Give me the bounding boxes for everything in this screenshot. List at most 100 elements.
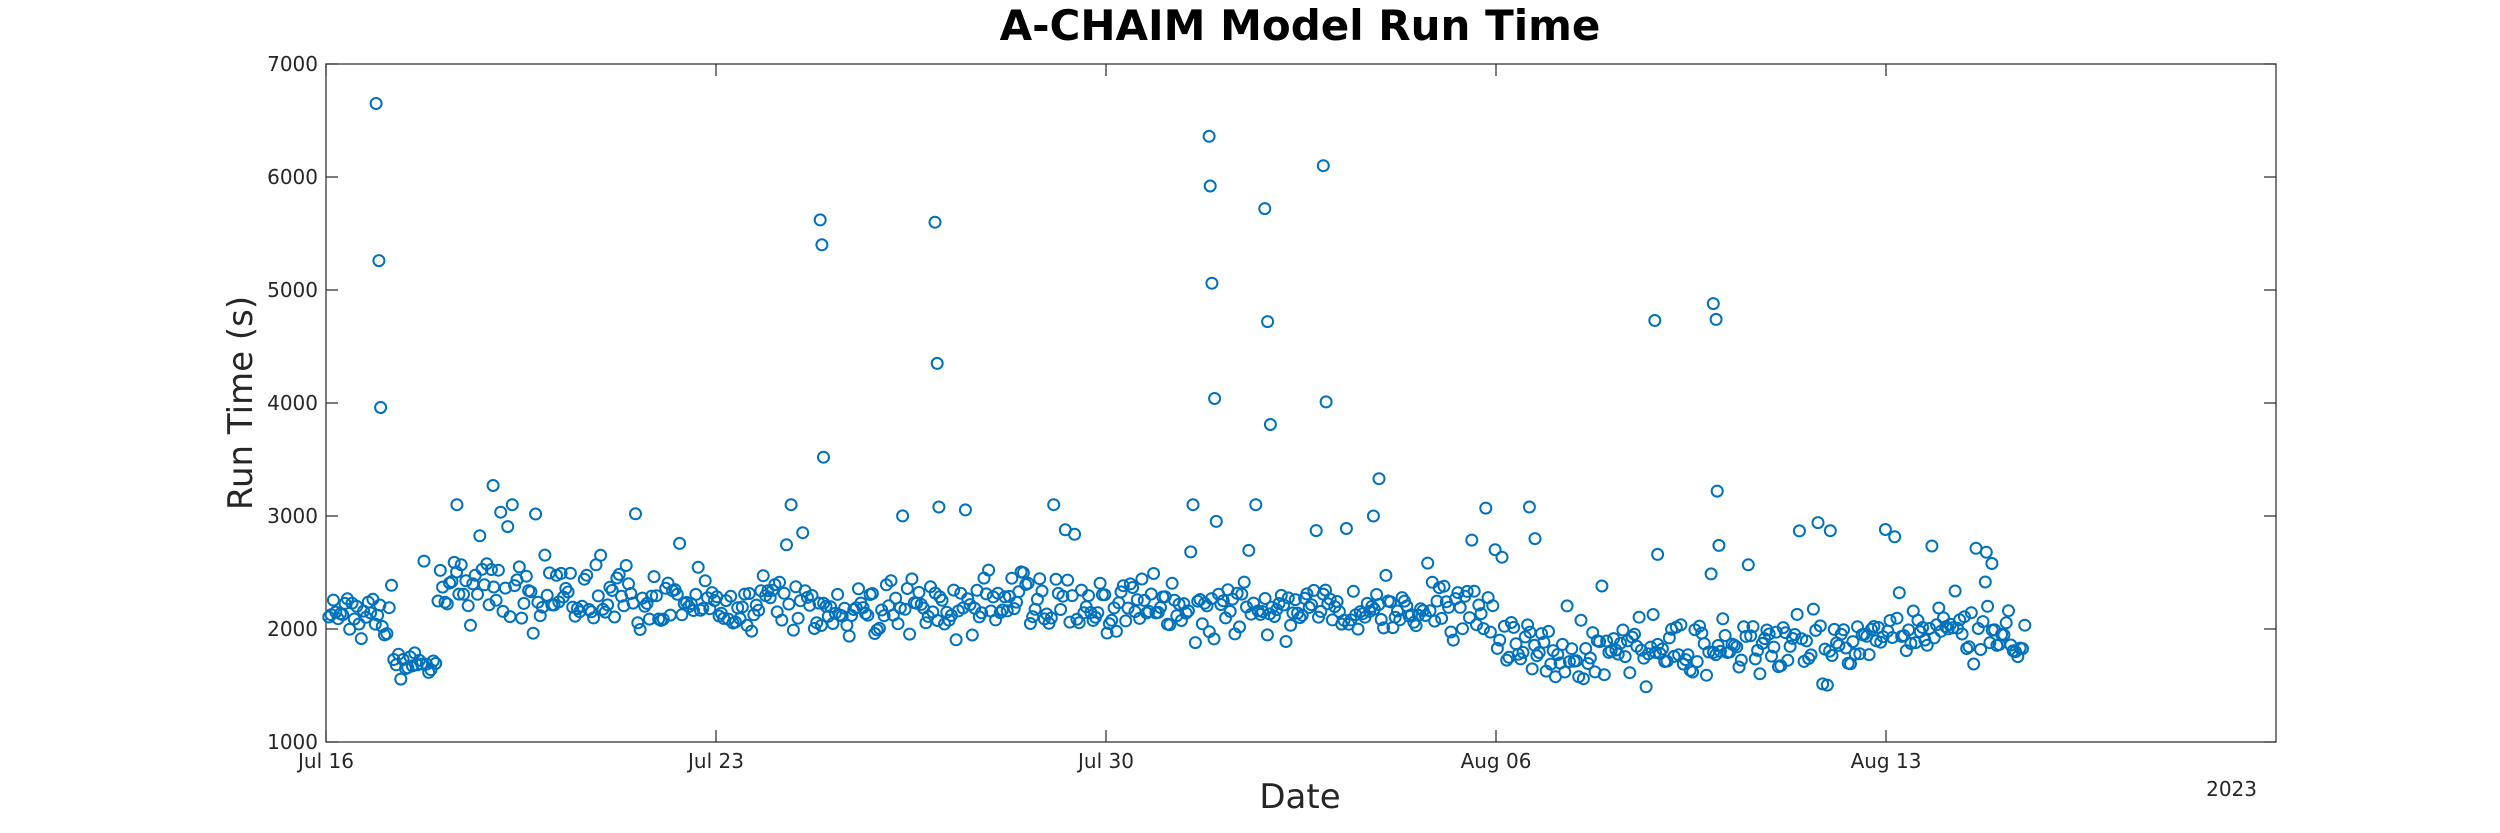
data-point	[1811, 516, 1825, 530]
data-point	[452, 587, 466, 601]
data-point	[689, 587, 703, 601]
data-point	[2018, 618, 2032, 632]
data-point	[645, 589, 659, 603]
data-point	[1142, 604, 1156, 618]
data-point	[1528, 532, 1542, 546]
data-point	[438, 595, 452, 609]
data-point	[1813, 619, 1827, 633]
data-point	[529, 507, 543, 521]
data-point	[1799, 634, 1813, 648]
data-point	[422, 665, 436, 679]
data-point	[1704, 567, 1718, 581]
data-point	[1351, 622, 1365, 636]
data-point	[1490, 641, 1504, 655]
data-point	[1026, 610, 1040, 624]
data-point	[512, 560, 526, 574]
data-point	[1372, 472, 1386, 486]
data-point	[998, 590, 1012, 604]
data-point	[1604, 644, 1618, 658]
data-point	[865, 587, 879, 600]
data-point	[1937, 611, 1950, 625]
data-point	[633, 623, 647, 636]
data-point	[884, 574, 898, 588]
data-point	[1186, 498, 1200, 512]
data-point	[1242, 543, 1256, 557]
data-point	[786, 623, 800, 637]
data-point	[1293, 611, 1307, 625]
data-point	[608, 610, 621, 624]
data-point	[1732, 660, 1746, 674]
data-point	[1681, 648, 1695, 662]
data-point	[1790, 607, 1804, 621]
data-point	[1565, 642, 1579, 656]
data-point	[1962, 640, 1976, 654]
data-point	[1820, 678, 1834, 692]
data-point	[1007, 602, 1021, 616]
data-point	[1710, 484, 1724, 498]
data-point	[1179, 606, 1193, 620]
data-point	[1974, 643, 1988, 656]
data-point	[1263, 418, 1277, 431]
data-point	[1098, 588, 1112, 602]
data-point	[1479, 501, 1493, 515]
data-point	[629, 507, 642, 521]
data-point	[1839, 641, 1853, 655]
data-point	[698, 574, 712, 588]
data-point	[587, 611, 601, 625]
data-point	[1507, 620, 1521, 634]
data-point	[374, 401, 388, 414]
data-point	[619, 559, 633, 572]
data-point	[1082, 589, 1095, 603]
data-point	[842, 629, 856, 643]
data-point	[1258, 592, 1272, 605]
data-point	[1946, 621, 1960, 635]
data-point	[1739, 629, 1753, 643]
data-point	[1056, 589, 1070, 603]
data-point	[1374, 613, 1388, 626]
data-point	[1000, 604, 1014, 618]
data-point	[1205, 276, 1219, 290]
data-point	[415, 657, 429, 671]
data-point	[817, 450, 830, 464]
data-point	[1806, 602, 1820, 616]
data-point	[1460, 584, 1474, 598]
data-point	[1639, 680, 1653, 694]
data-point	[756, 569, 770, 583]
data-point	[1365, 599, 1379, 613]
data-point	[670, 587, 684, 601]
data-point	[394, 672, 408, 686]
data-point	[2016, 642, 2029, 656]
data-point	[928, 215, 942, 229]
data-point	[796, 526, 810, 540]
data-point	[1144, 587, 1158, 601]
data-point	[1927, 631, 1941, 645]
y-tick-label: 3000	[267, 504, 318, 528]
data-point	[932, 500, 946, 514]
data-point	[638, 599, 652, 613]
data-point	[1314, 604, 1328, 618]
data-point	[1560, 599, 1574, 613]
data-point	[1978, 575, 1992, 589]
data-point	[1957, 610, 1971, 624]
data-point	[1235, 587, 1249, 601]
data-point	[1892, 586, 1906, 600]
data-point	[1423, 604, 1437, 618]
data-point	[831, 587, 845, 601]
data-point	[2002, 604, 2015, 618]
data-point	[1542, 624, 1555, 638]
data-point	[486, 479, 500, 492]
data-point	[935, 593, 949, 607]
data-point	[656, 612, 670, 626]
data-point	[1706, 297, 1720, 311]
data-point	[1260, 628, 1274, 642]
data-point	[515, 611, 529, 625]
plot-area	[325, 63, 2277, 743]
data-point	[1488, 543, 1502, 557]
data-point	[1279, 635, 1293, 648]
data-point	[1379, 568, 1393, 582]
chart-title: A-CHAIM Model Run Time	[1000, 1, 1601, 50]
data-point	[1223, 604, 1237, 618]
data-point	[1597, 668, 1611, 682]
data-point	[1054, 603, 1068, 616]
data-point	[1693, 619, 1706, 633]
